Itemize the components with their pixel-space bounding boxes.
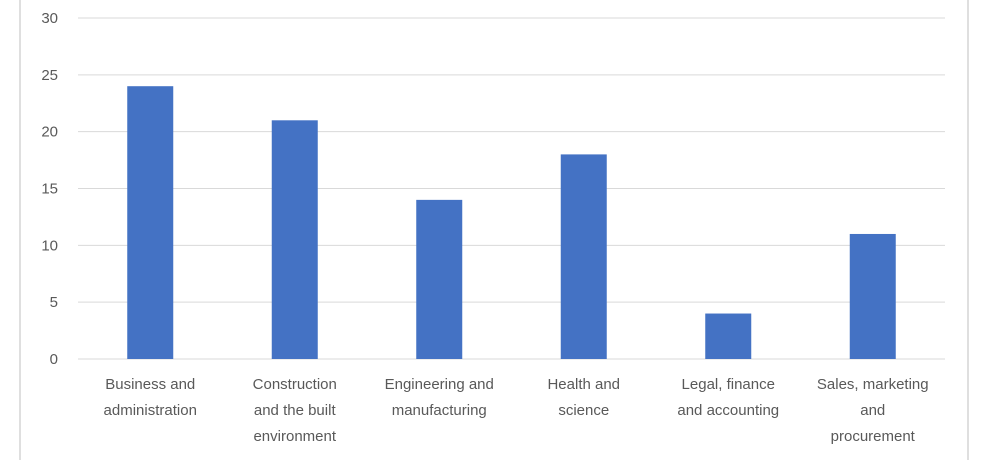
x-axis-labels: Business and administration Construction an… <box>104 376 929 445</box>
x-category-label-line: and the built <box>254 402 337 419</box>
y-tick-label: 30 <box>41 10 58 27</box>
x-category-label: Legal, finance and accounting <box>677 376 779 419</box>
x-category-label-line: Engineering and <box>385 376 494 393</box>
x-category-label-line: Sales, marketing <box>817 376 929 393</box>
y-tick-label: 5 <box>50 294 58 311</box>
x-category-label-line: Business and <box>105 376 195 393</box>
x-category-label-line: administration <box>104 402 197 419</box>
y-axis-ticks: 0 5 10 15 20 25 30 <box>41 10 58 368</box>
bar-4 <box>705 313 752 359</box>
y-tick-label: 25 <box>41 67 58 84</box>
x-category-label-line: manufacturing <box>392 402 487 419</box>
x-category-label: Engineering and manufacturing <box>385 376 494 419</box>
x-category-label-line: and <box>860 402 885 419</box>
x-category-label-line: procurement <box>831 428 916 445</box>
gridlines <box>78 17 945 360</box>
x-category-label-line: Construction <box>253 376 337 393</box>
bar-0 <box>127 86 174 359</box>
x-category-label: Construction and the built environment <box>253 376 337 445</box>
x-category-label: Business and administration <box>104 376 197 419</box>
bar-3 <box>560 154 607 359</box>
bar-2 <box>416 199 463 359</box>
bar-5 <box>849 233 896 359</box>
x-category-label-line: and accounting <box>677 402 779 419</box>
y-tick-label: 0 <box>50 351 58 368</box>
x-category-label: Sales, marketing and procurement <box>817 376 929 445</box>
x-category-label-line: Legal, finance <box>682 376 775 393</box>
x-category-label-line: science <box>558 402 609 419</box>
x-category-label: Health and science <box>547 376 620 419</box>
y-tick-label: 15 <box>41 181 58 198</box>
bars <box>127 86 896 359</box>
y-tick-label: 20 <box>41 124 58 141</box>
y-tick-label: 10 <box>41 237 58 254</box>
bar-1 <box>271 120 318 359</box>
x-category-label-line: Health and <box>547 376 620 393</box>
x-category-label-line: environment <box>253 428 336 445</box>
